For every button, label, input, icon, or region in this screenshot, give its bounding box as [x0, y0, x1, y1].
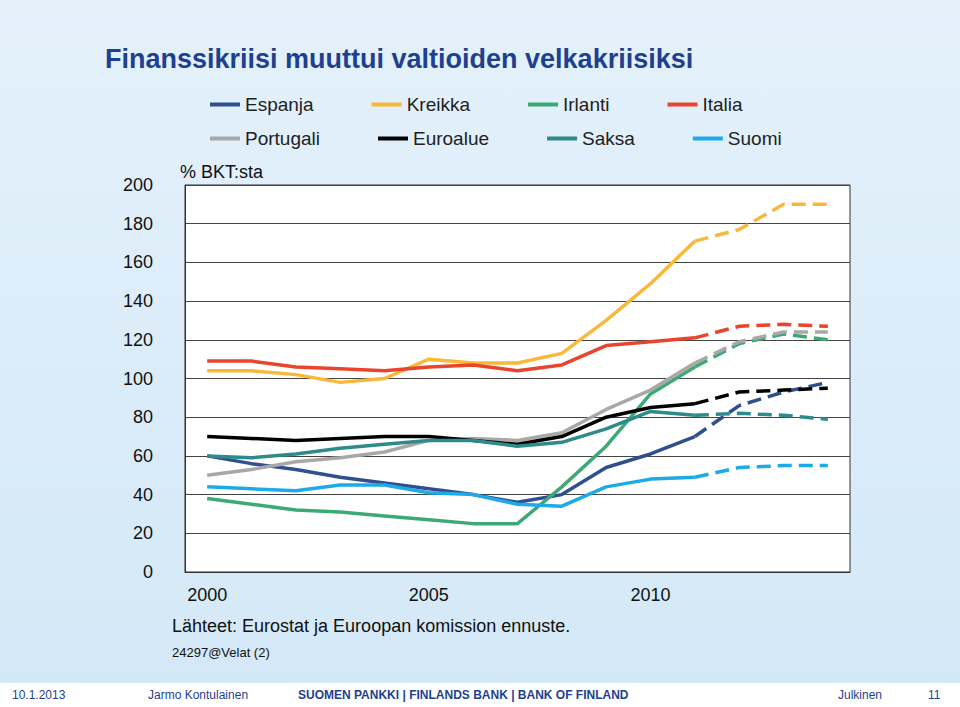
svg-text:11: 11: [928, 688, 941, 702]
svg-text:180: 180: [123, 214, 153, 234]
svg-text:200: 200: [123, 175, 153, 195]
svg-text:Saksa: Saksa: [582, 128, 635, 149]
svg-text:140: 140: [123, 291, 153, 311]
svg-text:Julkinen: Julkinen: [838, 688, 882, 702]
svg-text:Italia: Italia: [702, 94, 743, 115]
svg-text:60: 60: [133, 446, 153, 466]
svg-text:100: 100: [123, 369, 153, 389]
svg-text:80: 80: [133, 407, 153, 427]
svg-text:Kreikka: Kreikka: [407, 94, 471, 115]
svg-text:24297@Velat (2): 24297@Velat (2): [172, 645, 270, 660]
svg-text:Finanssikriisi muuttui valtioi: Finanssikriisi muuttui valtioiden velkak…: [105, 44, 693, 74]
svg-text:Lähteet: Eurostat ja Euroopan: Lähteet: Eurostat ja Euroopan komission …: [172, 616, 570, 636]
svg-text:20: 20: [133, 523, 153, 543]
svg-text:160: 160: [123, 252, 153, 272]
svg-text:2010: 2010: [630, 585, 670, 605]
svg-text:0: 0: [143, 562, 153, 582]
svg-text:2005: 2005: [409, 585, 449, 605]
svg-text:Espanja: Espanja: [245, 94, 314, 115]
svg-text:Euroalue: Euroalue: [413, 128, 489, 149]
svg-text:40: 40: [133, 485, 153, 505]
svg-text:2000: 2000: [187, 585, 227, 605]
svg-text:Irlanti: Irlanti: [563, 94, 609, 115]
svg-text:10.1.2013: 10.1.2013: [12, 688, 66, 702]
svg-text:120: 120: [123, 330, 153, 350]
svg-text:Portugali: Portugali: [245, 128, 320, 149]
svg-text:SUOMEN PANKKI | FINLANDS BANK: SUOMEN PANKKI | FINLANDS BANK | BANK OF …: [298, 688, 629, 702]
svg-text:Suomi: Suomi: [728, 128, 782, 149]
svg-text:% BKT:sta: % BKT:sta: [180, 162, 264, 182]
svg-text:Jarmo Kontulainen: Jarmo Kontulainen: [148, 688, 248, 702]
